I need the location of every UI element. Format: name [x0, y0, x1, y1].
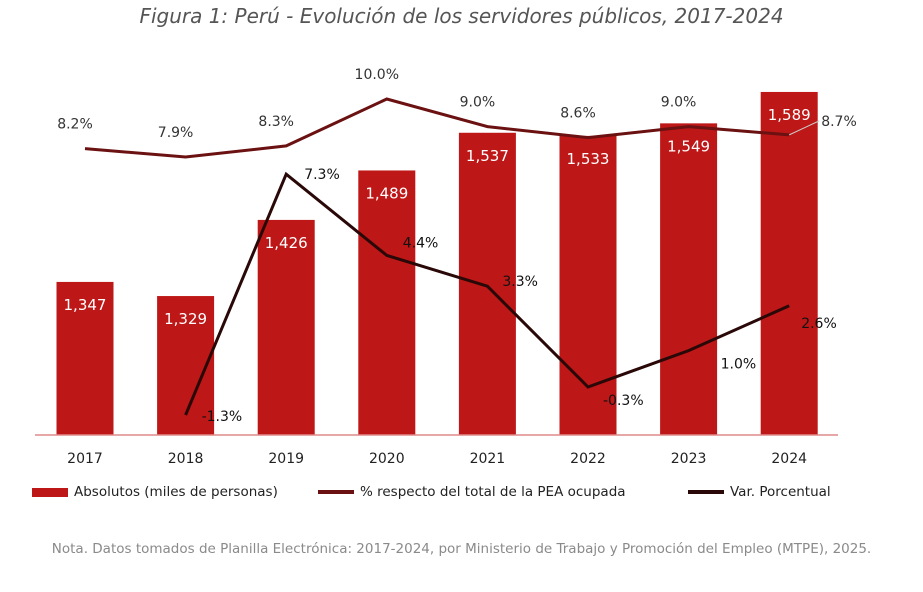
bar-2020	[358, 170, 416, 435]
var-label-2022: -0.3%	[603, 393, 644, 409]
legend-item-absolutos: Absolutos (miles de personas)	[32, 484, 278, 500]
legend-label: % respecto del total de la PEA ocupada	[360, 484, 626, 500]
x-tick-2022: 2022	[570, 451, 606, 467]
legend: Absolutos (miles de personas) % respecto…	[0, 484, 923, 504]
pea-label-2023: 9.0%	[661, 95, 697, 111]
leader-line-2024	[788, 120, 820, 136]
bar-2019	[257, 219, 315, 435]
pea-label-2022: 8.6%	[560, 106, 596, 122]
x-tick-2021: 2021	[470, 451, 506, 467]
bar-2023	[660, 123, 718, 435]
bar-label-2024: 1,589	[768, 106, 811, 124]
var-label-2019: 7.3%	[304, 167, 340, 183]
legend-swatch	[32, 487, 68, 497]
var-label-2018: -1.3%	[202, 409, 243, 425]
x-tick-2024: 2024	[771, 451, 807, 467]
source-note: Nota. Datos tomados de Planilla Electrón…	[51, 541, 872, 557]
pea-label-2019: 8.3%	[258, 114, 294, 130]
legend-item-pea: % respecto del total de la PEA ocupada	[318, 484, 626, 500]
bar-label-2022: 1,533	[567, 150, 610, 168]
bar-label-2018: 1,329	[164, 310, 207, 328]
bar-label-2021: 1,537	[466, 147, 509, 165]
chart-plot: 1,347 2017 1,329 2018 1,426 2019 1,489 2020 1,53…	[35, 67, 857, 467]
pea-label-2017: 8.2%	[57, 117, 93, 133]
var-label-2020: 4.4%	[403, 235, 439, 251]
bar-2022	[559, 135, 617, 436]
line-pea	[84, 97, 790, 159]
var-label-2024: 2.6%	[801, 316, 837, 332]
x-tick-2017: 2017	[67, 451, 103, 467]
x-tick-2018: 2018	[168, 451, 204, 467]
bar-2021	[458, 132, 516, 435]
bar-label-2019: 1,426	[265, 234, 308, 252]
pea-label-2024: 8.7%	[821, 114, 857, 130]
bar-label-2020: 1,489	[365, 184, 408, 202]
x-tick-2020: 2020	[369, 451, 405, 467]
pea-label-2018: 7.9%	[158, 125, 194, 141]
x-tick-2023: 2023	[671, 451, 707, 467]
pea-label-2020: 10.0%	[355, 67, 399, 83]
legend-label: Absolutos (miles de personas)	[74, 484, 278, 500]
bar-2017	[56, 281, 114, 435]
var-label-2021: 3.3%	[502, 274, 538, 290]
line-var	[184, 171, 790, 416]
legend-swatch	[318, 490, 354, 494]
pea-label-2021: 9.0%	[460, 95, 496, 111]
legend-swatch	[688, 490, 724, 494]
legend-item-var: Var. Porcentual	[688, 484, 831, 500]
var-label-2023: 1.0%	[721, 357, 757, 373]
legend-label: Var. Porcentual	[730, 484, 831, 500]
x-tick-2019: 2019	[268, 451, 304, 467]
chart-title: Figura 1: Perú - Evolución de los servid…	[139, 4, 784, 28]
bar-label-2023: 1,549	[667, 137, 710, 155]
bar-2024	[760, 91, 818, 435]
bar-label-2017: 1,347	[64, 296, 107, 314]
